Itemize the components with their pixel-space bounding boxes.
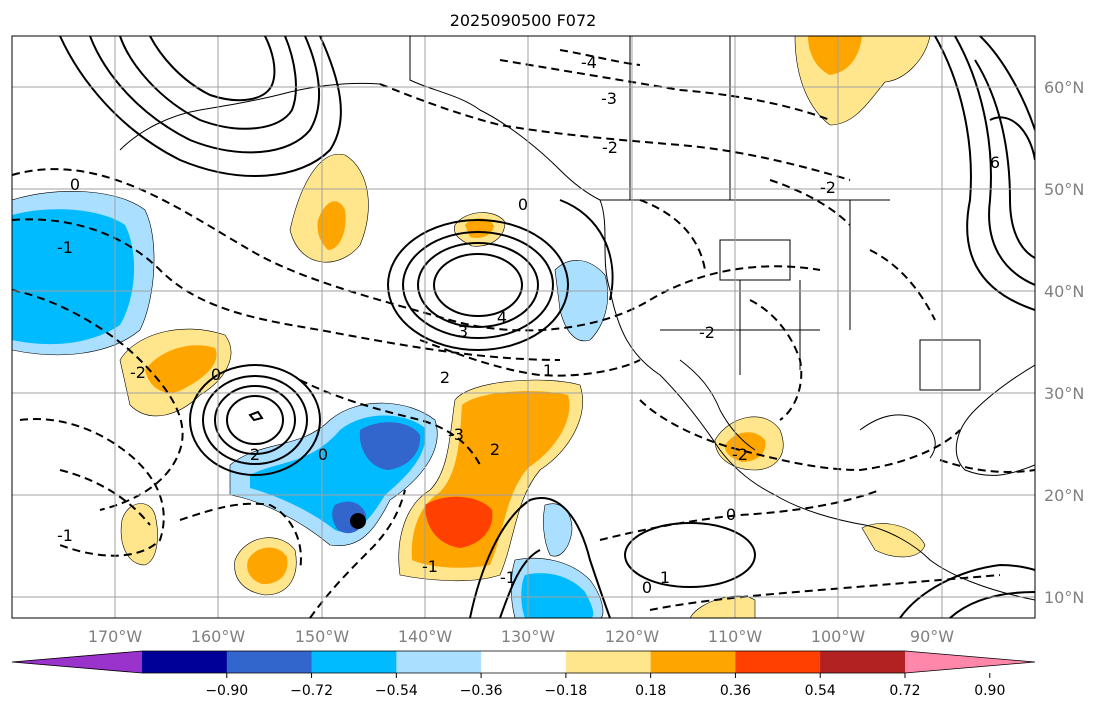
contour-label: 0 [518,195,528,214]
positive-anomaly-small-west [120,503,158,566]
negative-anomaly-central-core [359,422,421,470]
gridlines [12,36,1035,618]
contour-label: -4 [581,53,597,72]
colorbar-segment [142,651,228,673]
colorbar-segment [565,651,652,673]
colorbar-tick-label: 0.72 [889,683,920,699]
contour-label: -3 [601,89,617,108]
lat-label: 50°N [1044,180,1084,199]
colorbar-outline [11,650,1036,674]
colorbar-tick-label: −0.54 [375,683,418,699]
contour-label: 2 [440,368,450,387]
contour-label: 1 [660,568,670,587]
contour-label: -2 [130,363,146,382]
colorbar-tick-label: −0.18 [544,683,587,699]
contour-label: -1 [422,557,438,576]
colorbar-tick-label: 0.36 [720,683,751,699]
colorbar-extend-high [905,651,1035,673]
negative-anomaly-south-core [521,573,594,618]
contour-labels: -4 -3 -2 0 -1 1 2 3 4 6 0 -2 -1 -2 2 0 -… [57,53,1000,597]
lon-label: 120°W [605,627,660,646]
longitude-labels: 170°W 160°W 150°W 140°W 130°W 120°W 110°… [88,627,954,646]
colorbar-segment [226,651,313,673]
colorbar-segment [396,651,482,673]
positive-anomaly-aleutian-core [317,201,346,250]
contour-label: 0 [642,578,652,597]
contour-label: -2 [699,323,715,342]
colorbar-tick-label: 0.90 [974,683,1005,699]
lat-label: 10°N [1044,588,1084,607]
colorbar-segment [311,651,397,673]
colorbar-tick-label: −0.90 [205,683,248,699]
lon-label: 150°W [295,627,350,646]
contour-label: -1 [57,238,73,257]
colorbar-tick-label: −0.72 [290,683,333,699]
dashed-contours [12,49,1035,618]
contour-label: 0 [318,445,328,464]
colorbar-segment [481,651,567,673]
contour-label: -1 [500,568,516,587]
positive-anomaly-west-mid-core [145,345,217,393]
solid-contours [59,36,1035,618]
contour-label: -2 [602,138,618,157]
positive-anomaly-hawaii-south-core [247,547,288,585]
lat-label: 60°N [1044,78,1084,97]
marker-dot [350,513,366,529]
contour-label: -2 [732,445,748,464]
contour-label: 3 [458,322,468,341]
lon-label: 110°W [708,627,763,646]
colorbar-segment [650,651,736,673]
lon-label: 160°W [191,627,246,646]
contour-label: 6 [990,153,1000,172]
colorbar-segment [735,651,821,673]
colorbar: −0.90 −0.72 −0.54 −0.36 −0.18 0.18 0.36 0.54 0.7… [11,650,1036,699]
colorbar-extend-low [12,651,142,673]
colorbar-tick-label: 0.54 [805,683,836,699]
lat-label: 30°N [1044,384,1084,403]
positive-anomaly-main-red [425,496,493,548]
contour-label: 2 [250,445,260,464]
lat-label: 40°N [1044,282,1084,301]
contour-label: 0 [211,365,221,384]
map-area: -4 -3 -2 0 -1 1 2 3 4 6 0 -2 -1 -2 2 0 -… [12,36,1035,618]
negative-anomaly-west-core [12,209,135,345]
lon-label: 90°W [910,627,954,646]
contour-label: 0 [726,505,736,524]
contour-label: -1 [57,526,73,545]
positive-anomaly-central-america [861,523,926,558]
colorbar-tick-label: −0.36 [460,683,503,699]
lon-label: 140°W [398,627,453,646]
lon-label: 130°W [501,627,556,646]
contour-label: -3 [448,425,464,444]
positive-anomaly-northeast-core [808,36,862,75]
colorbar-tick-label: 0.18 [635,683,666,699]
lon-label: 170°W [88,627,143,646]
map-title: 2025090500 F072 [450,11,597,30]
contour-label: 2 [490,440,500,459]
coastlines [119,36,1035,601]
map-frame [11,35,1036,619]
latitude-labels: 60°N 50°N 40°N 30°N 20°N 10°N [1044,78,1084,607]
contour-label: 1 [543,361,553,380]
shaded-anomalies [12,36,931,618]
lat-label: 20°N [1044,486,1084,505]
contour-label: 0 [70,175,80,194]
contour-label: 4 [497,308,507,327]
colorbar-segment [820,651,906,673]
contour-label: -2 [820,178,836,197]
lon-label: 100°W [811,627,866,646]
